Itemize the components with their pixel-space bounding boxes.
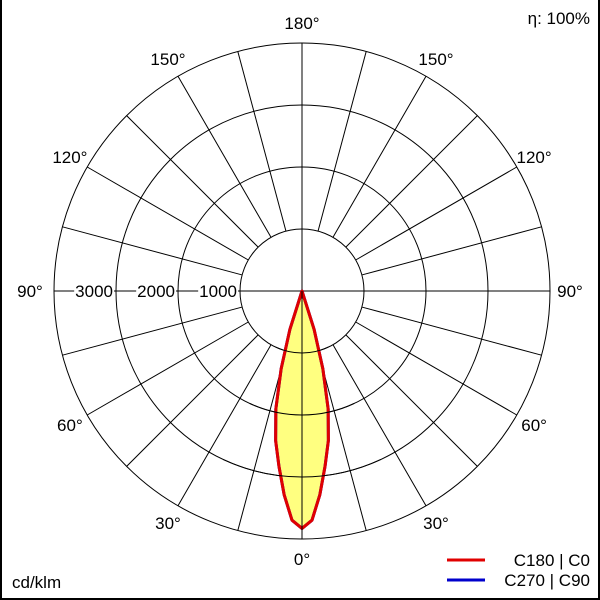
angle-label-90-left: 90° <box>17 282 43 301</box>
spoke-60 <box>355 321 518 416</box>
spoke-105 <box>361 226 542 276</box>
spoke-165 <box>317 51 367 232</box>
ring-overlay-1 <box>275 346 329 354</box>
spoke-300 <box>86 321 249 416</box>
angle-label-180: 180° <box>284 14 319 33</box>
spoke-45 <box>345 334 478 467</box>
spoke-210 <box>177 75 272 238</box>
spoke-150 <box>332 75 427 238</box>
spoke-120 <box>355 166 518 261</box>
spoke-330 <box>177 344 272 507</box>
spoke-255 <box>62 226 243 276</box>
spoke-15 <box>317 350 367 531</box>
labels: 0° 30° 30° 60° 60° 90° 90° 120° 120° 150° 150° 180°… <box>15 14 585 569</box>
angle-label-90-right: 90° <box>557 282 583 301</box>
spoke-135 <box>345 115 478 248</box>
spoke-75 <box>361 306 542 356</box>
spoke-345 <box>237 350 287 531</box>
spoke-315 <box>126 334 259 467</box>
angle-label-150-right: 150° <box>418 50 453 69</box>
angle-label-30-right: 30° <box>423 514 449 533</box>
unit-label: cd/klm <box>12 573 61 592</box>
radial-label-1000: 1000 <box>199 282 237 301</box>
angle-label-60-right: 60° <box>521 416 547 435</box>
angle-label-150-left: 150° <box>150 50 185 69</box>
ring-overlay-3 <box>223 459 381 478</box>
spoke-30 <box>332 344 427 507</box>
angle-label-120-right: 120° <box>517 148 552 167</box>
angle-label-120-left: 120° <box>52 148 87 167</box>
curves <box>223 289 381 539</box>
legend-label-c180-c0: C180 | C0 <box>514 551 590 570</box>
angle-label-0: 0° <box>294 550 310 569</box>
spoke-240 <box>86 166 249 261</box>
spoke-285 <box>62 306 243 356</box>
angle-label-60-left: 60° <box>57 416 83 435</box>
ring-overlay-2 <box>249 402 355 416</box>
spoke-195 <box>237 51 287 232</box>
angle-label-30-left: 30° <box>155 514 181 533</box>
efficiency-label: η: 100% <box>528 9 590 28</box>
legend-label-c270-c90: C270 | C90 <box>504 571 590 590</box>
radial-label-2000: 2000 <box>137 282 175 301</box>
spoke-225 <box>126 115 259 248</box>
legend: C180 | C0 C270 | C90 <box>447 551 590 590</box>
radial-label-3000: 3000 <box>75 282 113 301</box>
